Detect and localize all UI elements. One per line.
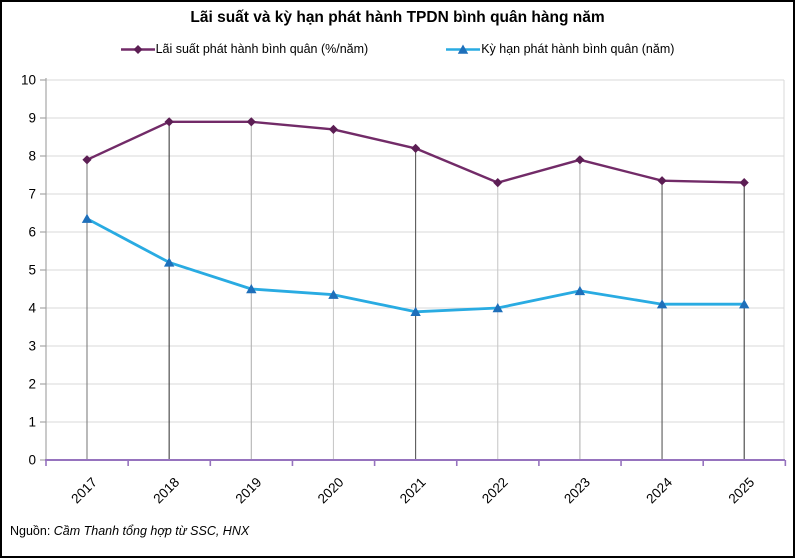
y-axis-label: 10: [21, 73, 36, 88]
x-axis-label: 2022: [479, 475, 511, 507]
source-text: Cầm Thanh tổng hợp từ SSC, HNX: [53, 524, 250, 538]
diamond-marker: [493, 178, 503, 188]
source-note: Nguồn: Cầm Thanh tổng hợp từ SSC, HNX: [10, 524, 249, 538]
y-axis-label: 7: [28, 187, 36, 202]
chart-svg: 0 1 2 3 4 5 6 7 8 9 10 2017 2018 2019 2020 2021 2022 2023…: [21, 73, 787, 507]
diamond-marker: [246, 117, 256, 127]
x-axis-label: 2019: [233, 475, 265, 507]
x-axis-label: 2021: [397, 475, 429, 507]
triangle-line-icon: [446, 44, 481, 54]
y-axis-label: 2: [28, 377, 36, 392]
legend-item: Lãi suất phát hành bình quân (%/năm): [120, 42, 369, 56]
chart-legend: Lãi suất phát hành bình quân (%/năm) Kỳ h…: [2, 42, 793, 56]
y-axis-label: 9: [28, 111, 36, 126]
triangle-marker: [492, 303, 503, 313]
x-axis-label: 2024: [643, 474, 675, 506]
triangle-marker: [81, 213, 93, 223]
legend-item: Kỳ hạn phát hành bình quân (năm): [446, 42, 674, 56]
x-axis-label: 2017: [68, 475, 100, 507]
diamond-marker: [739, 178, 749, 188]
triangle-marker: [410, 306, 421, 316]
y-axis-label: 4: [28, 301, 36, 316]
legend-label: Lãi suất phát hành bình quân (%/năm): [155, 42, 369, 56]
diamond-marker: [328, 124, 339, 134]
x-axis-label: 2018: [150, 475, 182, 507]
diamond-marker: [82, 155, 92, 165]
triangle-marker: [163, 257, 175, 267]
triangle-marker: [574, 285, 586, 296]
x-axis-label: 2025: [725, 475, 757, 507]
x-axis-label: 2020: [315, 475, 347, 507]
triangle-marker: [246, 284, 257, 294]
triangle-marker: [656, 299, 668, 309]
y-axis-label: 6: [28, 225, 36, 240]
diamond-marker: [657, 176, 667, 186]
y-axis-label: 1: [28, 415, 36, 430]
y-axis-label: 5: [28, 263, 36, 278]
triangle-marker: [739, 299, 750, 309]
triangle-marker: [328, 289, 339, 299]
y-axis-label: 3: [28, 339, 36, 354]
source-prefix: Nguồn:: [10, 524, 54, 538]
y-axis-label: 8: [28, 149, 36, 164]
diamond-line-icon: [120, 44, 155, 54]
diamond-marker: [164, 117, 174, 127]
x-axis-label: 2023: [561, 475, 593, 507]
y-axis-label: 0: [28, 453, 36, 468]
chart-title: Lãi suất và kỳ hạn phát hành TPDN bình q…: [190, 9, 605, 26]
diamond-marker: [411, 143, 421, 153]
legend-label: Kỳ hạn phát hành bình quân (năm): [481, 42, 675, 56]
diamond-marker: [575, 155, 585, 165]
